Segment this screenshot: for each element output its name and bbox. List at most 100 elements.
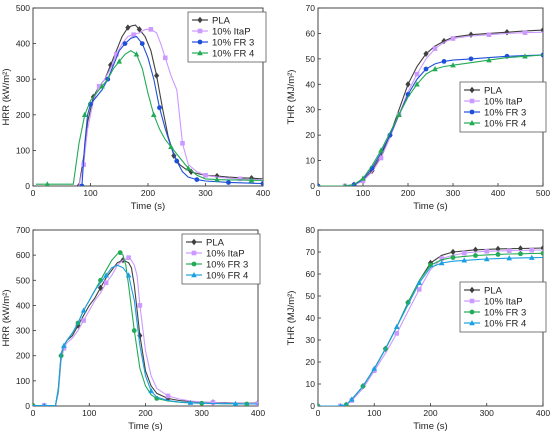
chart-panel-4: 0 100 200 300 400 0 10 20 30 40 50 60 70 80 Time (s) TH…: [286, 225, 550, 432]
series-point: [154, 72, 160, 79]
series-point: [432, 46, 438, 51]
series-point: [122, 41, 128, 46]
y-tick-label: 0: [310, 181, 315, 191]
series-line-2: [318, 249, 543, 406]
chart-panel-3: 0 100 200 300 400 0 100 200 300 400 500 600 700 Time …: [1, 225, 265, 432]
y-tick-label: 0: [25, 401, 30, 411]
series-point: [103, 280, 109, 286]
series-point: [165, 393, 171, 399]
series-point: [416, 279, 423, 285]
legend-marker: [197, 16, 203, 24]
y-tick-label: 400: [16, 39, 30, 49]
series-point: [378, 155, 384, 161]
y-tick-label: 70: [306, 3, 316, 13]
y-axis-label: THR (MJ/m²): [286, 291, 297, 346]
series-point: [461, 257, 468, 263]
x-tick-label: 100: [367, 408, 381, 418]
series-point: [180, 140, 185, 146]
x-tick-label: 0: [31, 408, 36, 418]
legend-label: PLA: [206, 237, 225, 248]
series-point: [348, 396, 355, 402]
series-line-2: [78, 28, 263, 186]
series-point: [237, 176, 243, 182]
series-point: [136, 26, 142, 33]
series-point: [450, 36, 456, 41]
y-tick-label: 50: [306, 291, 316, 301]
plot-area: [318, 26, 543, 186]
series-point: [81, 318, 86, 323]
x-tick-label: 400: [256, 188, 270, 198]
legend-label: 10% ItaP: [212, 26, 251, 37]
series-point: [378, 147, 384, 153]
series-point: [483, 256, 490, 262]
series-point: [44, 181, 50, 186]
series-point: [318, 183, 321, 186]
series-point: [522, 30, 528, 35]
series-point: [210, 400, 216, 405]
legend-label: 10% FR 4: [484, 118, 526, 129]
series-point: [414, 81, 420, 87]
x-tick-label: 300: [195, 408, 209, 418]
legend-marker: [197, 39, 203, 45]
y-tick-label: 60: [306, 269, 316, 279]
y-tick-label: 500: [16, 275, 30, 285]
plot-area: [35, 24, 263, 186]
y-tick-label: 0: [310, 401, 315, 411]
series-point: [529, 247, 535, 253]
legend-label: 10% ItaP: [484, 296, 523, 307]
y-tick-label: 30: [306, 335, 316, 345]
x-tick-label: 400: [536, 408, 550, 418]
legend-label: 10% FR 3: [484, 307, 526, 318]
series-point: [99, 83, 105, 89]
series-point: [81, 111, 88, 117]
series-point: [432, 66, 438, 72]
series-point: [450, 248, 456, 256]
legend-marker: [191, 261, 197, 267]
chart-panel-2: 0 100 200 300 400 500 0 10 20 30 40 50 60 70 Time (s) T…: [286, 3, 550, 212]
legend-marker: [469, 109, 475, 115]
x-tick-label: 0: [316, 408, 321, 418]
series-point: [371, 365, 378, 371]
x-axis-label: Time (s): [413, 421, 447, 432]
x-tick-label: 200: [141, 188, 155, 198]
x-tick-label: 200: [423, 408, 437, 418]
y-tick-label: 300: [16, 326, 30, 336]
legend-label: 10% FR 3: [212, 37, 254, 48]
x-tick-label: 100: [82, 408, 96, 418]
series-point: [42, 402, 47, 406]
series-point: [394, 331, 400, 336]
legend-marker: [191, 250, 197, 256]
series-point: [148, 27, 154, 32]
series-point: [117, 250, 123, 256]
series-point: [126, 255, 131, 260]
legend-marker: [191, 238, 197, 246]
series-point: [343, 183, 347, 186]
x-tick-label: 400: [251, 408, 265, 418]
series-point: [214, 176, 220, 182]
y-tick-label: 700: [16, 225, 30, 235]
series-point: [461, 250, 467, 256]
series-point: [495, 252, 501, 257]
series-point: [506, 248, 512, 253]
x-tick-label: 300: [198, 188, 212, 198]
y-tick-label: 50: [306, 54, 316, 64]
series-point: [540, 250, 543, 256]
series-point: [423, 50, 429, 57]
x-axis-label: Time (s): [413, 201, 447, 212]
series-line-4: [318, 256, 543, 406]
series-point: [260, 181, 263, 186]
y-tick-label: 0: [25, 181, 30, 191]
series-point: [232, 400, 239, 406]
series-point: [486, 32, 492, 37]
y-tick-label: 40: [306, 79, 316, 89]
series-point: [96, 84, 102, 89]
y-tick-label: 100: [16, 376, 30, 386]
x-axis-label: Time (s): [131, 201, 165, 212]
y-tick-label: 600: [16, 250, 30, 260]
series-point: [125, 272, 132, 278]
series-point: [318, 403, 321, 406]
series-point: [194, 177, 200, 182]
